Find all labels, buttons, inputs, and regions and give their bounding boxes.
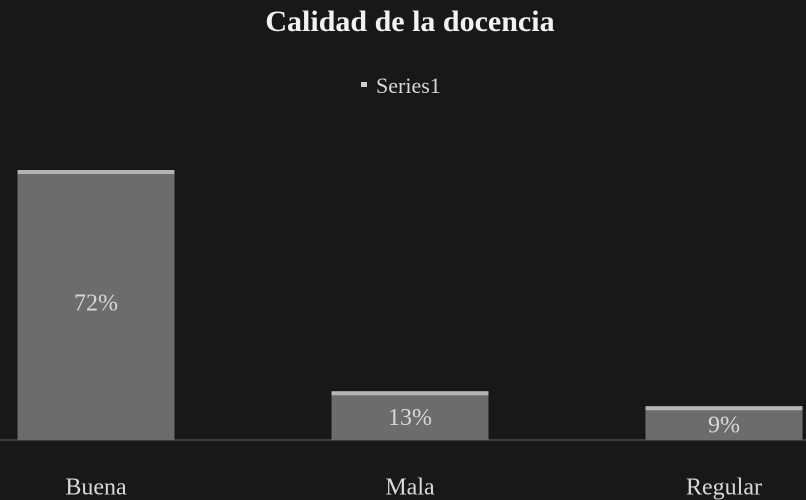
data-label: 72% bbox=[74, 291, 118, 317]
bar-top bbox=[645, 406, 803, 411]
bar-top bbox=[17, 170, 175, 174]
x-tick-label: Regular bbox=[686, 475, 762, 500]
chart-title: Calidad de la docencia bbox=[265, 5, 554, 38]
x-tick-label: Mala bbox=[385, 475, 435, 500]
bar bbox=[645, 406, 803, 440]
bar bbox=[17, 170, 175, 440]
x-tick-label: Buena bbox=[65, 475, 127, 500]
data-label: 9% bbox=[708, 413, 740, 439]
legend-marker bbox=[361, 82, 367, 87]
legend-label: Series1 bbox=[376, 73, 441, 98]
data-label: 13% bbox=[388, 405, 432, 431]
bar bbox=[331, 391, 489, 440]
bar-top bbox=[331, 391, 489, 396]
